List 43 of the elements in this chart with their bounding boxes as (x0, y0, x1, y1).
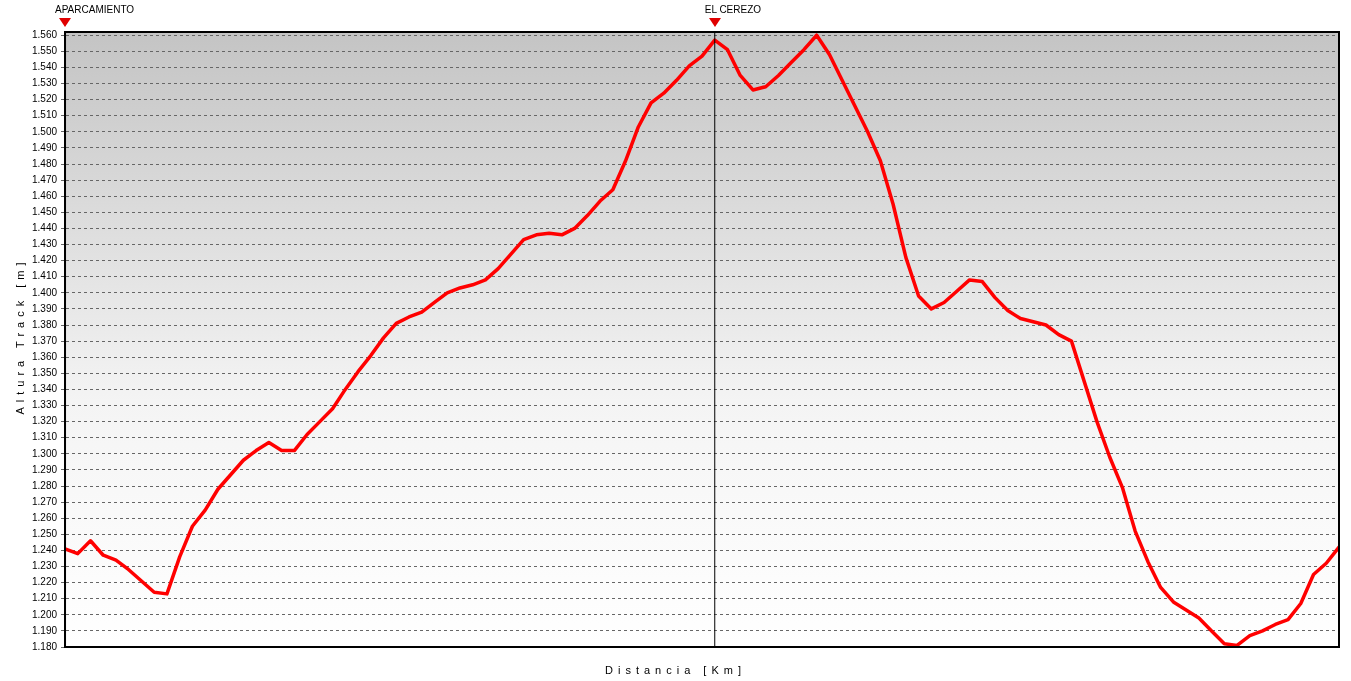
y-tick-label: 1.370 (31, 334, 58, 346)
y-tick-label: 1.470 (31, 173, 58, 185)
y-tick-label: 1.290 (31, 463, 58, 475)
y-tick-label: 1.430 (31, 238, 58, 250)
y-tick-label: 1.510 (31, 109, 58, 121)
y-tick-label: 1.400 (31, 286, 58, 298)
y-tick-label: 1.410 (31, 270, 58, 282)
y-tick-label: 1.450 (31, 206, 58, 218)
y-tick-label: 1.480 (31, 157, 58, 169)
y-tick-label: 1.520 (31, 93, 58, 105)
y-tick-label: 1.440 (31, 222, 58, 234)
y-tick-label: 1.320 (31, 415, 58, 427)
y-axis-title: Altura Track [m] (14, 256, 26, 417)
y-tick-label: 1.540 (31, 61, 58, 73)
y-tick-label: 1.390 (31, 302, 58, 314)
y-tick-label: 1.190 (31, 624, 58, 636)
y-tick-label: 1.200 (31, 608, 58, 620)
y-tick-label: 1.490 (31, 141, 58, 153)
y-tick-label: 1.310 (31, 431, 58, 443)
y-tick-label: 1.270 (31, 495, 58, 507)
y-tick-label: 1.250 (31, 528, 58, 540)
text: EL CEREZO (704, 3, 762, 15)
y-tick-label: 1.220 (31, 576, 58, 588)
y-tick-label: 1.500 (31, 125, 58, 137)
y-tick-label: 1.420 (31, 254, 58, 266)
y-tick-label: 1.460 (31, 189, 58, 201)
y-tick-label: 1.210 (31, 592, 58, 604)
y-tick-label: 1.550 (31, 45, 58, 57)
text: APARCAMIENTO (55, 3, 135, 15)
x-axis-title: Distancia [Km] (604, 664, 747, 676)
y-tick-label: 1.240 (31, 544, 58, 556)
y-tick-label: 1.360 (31, 350, 58, 362)
y-tick-label: 1.180 (31, 640, 58, 652)
y-tick-label: 1.530 (31, 77, 58, 89)
y-tick-label: 1.330 (31, 399, 58, 411)
y-tick-label: 1.380 (31, 318, 58, 330)
y-tick-label: 1.560 (31, 28, 58, 40)
y-tick-label: 1.350 (31, 367, 58, 379)
y-tick-label: 1.260 (31, 511, 58, 523)
y-tick-label: 1.300 (31, 447, 58, 459)
y-tick-label: 1.280 (31, 479, 58, 491)
y-tick-label: 1.340 (31, 383, 58, 395)
y-tick-label: 1.230 (31, 560, 58, 572)
